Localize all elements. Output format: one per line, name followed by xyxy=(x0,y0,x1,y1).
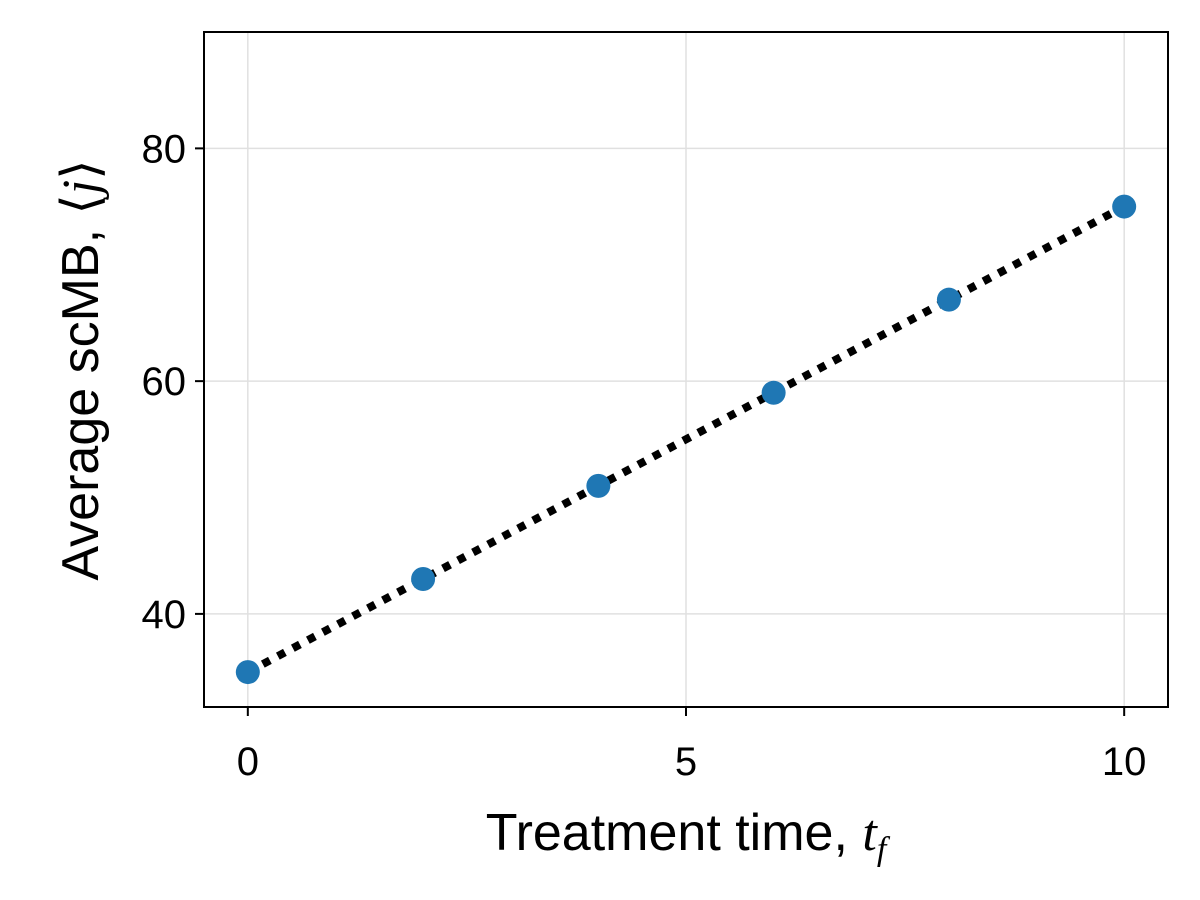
trend-line-layer xyxy=(245,203,1127,676)
data-point xyxy=(235,660,260,685)
data-point xyxy=(761,380,786,405)
x-axis-label-subscript: f xyxy=(877,831,891,868)
y-axis-label-symbol: j xyxy=(53,180,110,200)
y-axis-label-text: Average scMB, xyxy=(52,214,110,580)
x-axis-label-symbol: t xyxy=(862,805,878,862)
data-point xyxy=(936,287,961,312)
x-tick-label: 5 xyxy=(675,740,697,784)
y-axis-label: Average scMB, ⟨j⟩ xyxy=(52,159,110,580)
x-tick-label: 10 xyxy=(1102,740,1147,784)
axis-ticks: 0 5 10 40 60 80 xyxy=(142,127,1147,784)
data-point xyxy=(411,566,436,591)
y-tick-label: 80 xyxy=(142,127,187,171)
data-point xyxy=(586,473,611,498)
x-axis-label-text: Treatment time, xyxy=(486,804,863,862)
x-tick-label: 0 xyxy=(237,740,259,784)
grid xyxy=(204,32,1168,707)
y-tick-label: 60 xyxy=(142,360,187,404)
y-tick-label: 40 xyxy=(142,593,187,637)
trend-line xyxy=(245,203,1127,676)
data-point xyxy=(1112,194,1137,219)
data-points xyxy=(235,194,1137,685)
y-axis-label-open-bracket: ⟨ xyxy=(53,194,110,214)
x-axis-label: Treatment time, tf xyxy=(486,804,891,868)
y-axis-label-close-bracket: ⟩ xyxy=(53,159,110,179)
